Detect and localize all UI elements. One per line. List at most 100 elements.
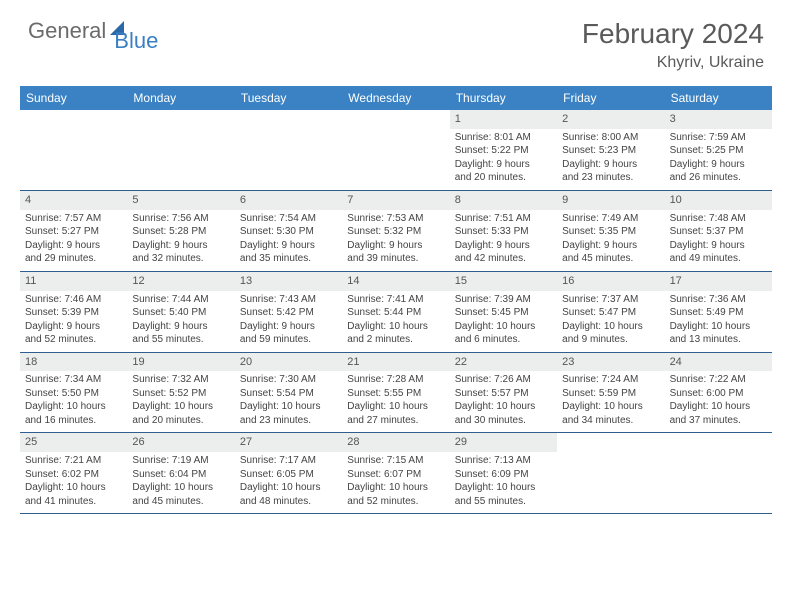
day-detail-line: and 49 minutes.	[670, 252, 767, 266]
day-detail-line: Sunrise: 7:39 AM	[455, 293, 552, 307]
day-number	[665, 433, 772, 452]
day-detail-line: Sunset: 5:33 PM	[455, 225, 552, 239]
day-detail-line: Daylight: 10 hours	[240, 400, 337, 414]
day-detail-line: Daylight: 10 hours	[347, 400, 444, 414]
day-detail-line: Sunset: 5:52 PM	[132, 387, 229, 401]
day-cell	[342, 110, 449, 190]
day-cell	[127, 110, 234, 190]
day-detail-line: Sunset: 5:30 PM	[240, 225, 337, 239]
day-detail-line: Daylight: 10 hours	[240, 481, 337, 495]
day-number: 29	[450, 433, 557, 452]
day-detail-line: and 30 minutes.	[455, 414, 552, 428]
day-detail-line: Sunrise: 7:43 AM	[240, 293, 337, 307]
day-detail-line: Sunset: 5:50 PM	[25, 387, 122, 401]
day-cell: 3Sunrise: 7:59 AMSunset: 5:25 PMDaylight…	[665, 110, 772, 190]
day-number: 10	[665, 191, 772, 210]
day-detail-line: Sunrise: 7:15 AM	[347, 454, 444, 468]
day-detail-line: and 42 minutes.	[455, 252, 552, 266]
day-cell: 7Sunrise: 7:53 AMSunset: 5:32 PMDaylight…	[342, 191, 449, 271]
day-detail-line: Daylight: 10 hours	[455, 400, 552, 414]
day-detail-line: Sunset: 6:02 PM	[25, 468, 122, 482]
day-detail-line: Sunrise: 7:13 AM	[455, 454, 552, 468]
day-detail-line: and 13 minutes.	[670, 333, 767, 347]
day-detail-line: and 39 minutes.	[347, 252, 444, 266]
day-detail-line: Sunset: 5:28 PM	[132, 225, 229, 239]
day-detail-line: Sunset: 6:00 PM	[670, 387, 767, 401]
day-detail-line: Sunset: 5:47 PM	[562, 306, 659, 320]
day-detail-line: Sunrise: 7:49 AM	[562, 212, 659, 226]
day-detail-line: Sunrise: 7:44 AM	[132, 293, 229, 307]
day-detail-line: and 52 minutes.	[347, 495, 444, 509]
day-cell: 16Sunrise: 7:37 AMSunset: 5:47 PMDayligh…	[557, 272, 664, 352]
day-detail-line: Sunset: 5:42 PM	[240, 306, 337, 320]
day-number: 11	[20, 272, 127, 291]
day-detail-line: Daylight: 9 hours	[240, 320, 337, 334]
day-detail-line: Sunset: 5:22 PM	[455, 144, 552, 158]
day-detail-line: Sunset: 5:35 PM	[562, 225, 659, 239]
day-detail-line: Daylight: 10 hours	[25, 400, 122, 414]
day-detail-line: Sunrise: 7:22 AM	[670, 373, 767, 387]
day-detail-line: Daylight: 9 hours	[670, 158, 767, 172]
day-detail-line: and 2 minutes.	[347, 333, 444, 347]
day-detail-line: Sunrise: 7:30 AM	[240, 373, 337, 387]
day-number	[342, 110, 449, 129]
day-detail-line: Daylight: 10 hours	[670, 320, 767, 334]
day-detail-line: and 59 minutes.	[240, 333, 337, 347]
day-cell: 10Sunrise: 7:48 AMSunset: 5:37 PMDayligh…	[665, 191, 772, 271]
day-number	[127, 110, 234, 129]
week-row: 1Sunrise: 8:01 AMSunset: 5:22 PMDaylight…	[20, 110, 772, 191]
day-detail-line: and 32 minutes.	[132, 252, 229, 266]
day-detail-line: Sunrise: 7:21 AM	[25, 454, 122, 468]
day-number: 13	[235, 272, 342, 291]
day-number: 24	[665, 353, 772, 372]
weeks-container: 1Sunrise: 8:01 AMSunset: 5:22 PMDaylight…	[20, 110, 772, 514]
day-detail-line: Sunset: 5:39 PM	[25, 306, 122, 320]
day-detail-line: and 41 minutes.	[25, 495, 122, 509]
day-number: 27	[235, 433, 342, 452]
day-detail-line: and 45 minutes.	[132, 495, 229, 509]
day-detail-line: Daylight: 9 hours	[347, 239, 444, 253]
day-detail-line: Daylight: 10 hours	[562, 400, 659, 414]
day-detail-line: and 55 minutes.	[132, 333, 229, 347]
day-detail-line: Sunrise: 7:57 AM	[25, 212, 122, 226]
day-number: 2	[557, 110, 664, 129]
month-title: February 2024	[582, 18, 764, 50]
day-number: 8	[450, 191, 557, 210]
day-detail-line: Sunrise: 7:26 AM	[455, 373, 552, 387]
day-detail-line: Daylight: 9 hours	[25, 239, 122, 253]
day-header-sun: Sunday	[20, 86, 127, 110]
day-number: 14	[342, 272, 449, 291]
day-detail-line: Daylight: 9 hours	[670, 239, 767, 253]
day-detail-line: Sunset: 5:40 PM	[132, 306, 229, 320]
day-detail-line: Daylight: 9 hours	[455, 158, 552, 172]
day-cell: 27Sunrise: 7:17 AMSunset: 6:05 PMDayligh…	[235, 433, 342, 513]
day-cell: 5Sunrise: 7:56 AMSunset: 5:28 PMDaylight…	[127, 191, 234, 271]
day-detail-line: Daylight: 9 hours	[240, 239, 337, 253]
header: General Blue February 2024 Khyriv, Ukrai…	[0, 0, 792, 82]
day-cell: 18Sunrise: 7:34 AMSunset: 5:50 PMDayligh…	[20, 353, 127, 433]
day-number: 19	[127, 353, 234, 372]
day-cell: 28Sunrise: 7:15 AMSunset: 6:07 PMDayligh…	[342, 433, 449, 513]
day-detail-line: and 45 minutes.	[562, 252, 659, 266]
day-detail-line: and 23 minutes.	[562, 171, 659, 185]
day-cell: 14Sunrise: 7:41 AMSunset: 5:44 PMDayligh…	[342, 272, 449, 352]
day-number: 3	[665, 110, 772, 129]
day-header-mon: Monday	[127, 86, 234, 110]
day-detail-line: Sunrise: 7:24 AM	[562, 373, 659, 387]
logo-text-gray: General	[28, 18, 106, 44]
day-detail-line: Sunrise: 7:48 AM	[670, 212, 767, 226]
day-cell	[665, 433, 772, 513]
day-cell: 13 Sunrise: 7:43 AMSunset: 5:42 PMDayligh…	[235, 272, 342, 352]
day-detail-line: Sunrise: 7:17 AM	[240, 454, 337, 468]
day-detail-line: Daylight: 10 hours	[455, 320, 552, 334]
calendar: Sunday Monday Tuesday Wednesday Thursday…	[20, 86, 772, 514]
day-detail-line: and 9 minutes.	[562, 333, 659, 347]
day-detail-line: Sunrise: 7:41 AM	[347, 293, 444, 307]
day-detail-line: and 20 minutes.	[455, 171, 552, 185]
day-cell: 29Sunrise: 7:13 AMSunset: 6:09 PMDayligh…	[450, 433, 557, 513]
day-detail-line: Daylight: 10 hours	[670, 400, 767, 414]
day-number: 4	[20, 191, 127, 210]
day-number	[557, 433, 664, 452]
day-cell: 23Sunrise: 7:24 AMSunset: 5:59 PMDayligh…	[557, 353, 664, 433]
day-detail-line: Sunset: 5:49 PM	[670, 306, 767, 320]
